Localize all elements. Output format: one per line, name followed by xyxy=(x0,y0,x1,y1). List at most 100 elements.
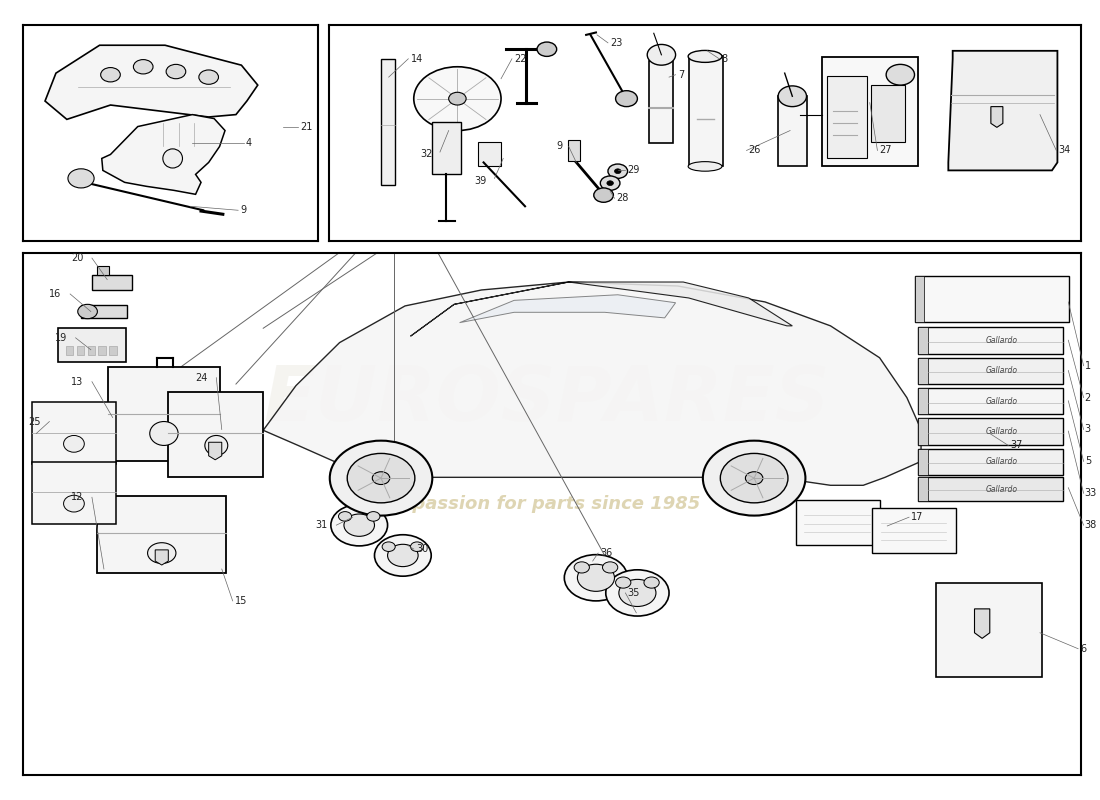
Text: 31: 31 xyxy=(316,520,328,530)
Circle shape xyxy=(339,512,352,521)
Text: 9: 9 xyxy=(240,206,246,215)
Text: 24: 24 xyxy=(195,373,208,382)
Text: 20: 20 xyxy=(70,253,84,263)
Ellipse shape xyxy=(689,50,722,62)
Text: 22: 22 xyxy=(514,54,527,64)
Circle shape xyxy=(607,181,614,186)
Ellipse shape xyxy=(64,435,85,452)
Text: Gallardo: Gallardo xyxy=(986,336,1018,345)
Circle shape xyxy=(778,86,806,106)
Text: 38: 38 xyxy=(1085,520,1097,530)
Bar xyxy=(108,367,220,462)
Bar xyxy=(92,275,132,290)
Bar xyxy=(32,462,116,523)
Bar xyxy=(98,266,109,275)
Circle shape xyxy=(372,472,389,485)
Text: 16: 16 xyxy=(50,289,62,299)
Text: Gallardo: Gallardo xyxy=(986,427,1018,436)
Circle shape xyxy=(603,562,618,573)
Text: 6: 6 xyxy=(1080,644,1087,654)
Bar xyxy=(917,418,927,445)
Circle shape xyxy=(449,92,466,105)
Circle shape xyxy=(616,577,631,588)
Text: 35: 35 xyxy=(628,588,640,598)
Text: 9: 9 xyxy=(556,142,562,151)
Bar xyxy=(778,96,806,166)
Text: Gallardo: Gallardo xyxy=(986,397,1018,406)
Bar xyxy=(432,122,461,174)
Bar xyxy=(872,508,956,553)
Circle shape xyxy=(578,564,615,591)
Bar xyxy=(917,327,927,354)
Text: 34: 34 xyxy=(1058,146,1070,155)
Circle shape xyxy=(647,45,675,65)
Text: 26: 26 xyxy=(749,146,761,155)
Bar xyxy=(32,402,116,464)
Bar xyxy=(917,388,927,414)
Text: 13: 13 xyxy=(72,377,84,386)
Ellipse shape xyxy=(689,162,722,171)
Bar xyxy=(478,142,500,166)
Circle shape xyxy=(331,505,387,546)
Ellipse shape xyxy=(64,495,85,512)
Circle shape xyxy=(348,454,415,503)
Polygon shape xyxy=(948,51,1057,170)
Ellipse shape xyxy=(163,149,183,168)
Polygon shape xyxy=(45,46,257,119)
Polygon shape xyxy=(209,442,222,460)
Bar xyxy=(917,449,927,475)
Bar xyxy=(936,582,1042,677)
Text: 4: 4 xyxy=(245,138,252,148)
Bar xyxy=(914,276,924,322)
Bar xyxy=(66,346,74,354)
Circle shape xyxy=(616,90,637,106)
Bar xyxy=(109,346,117,354)
Polygon shape xyxy=(155,550,168,565)
Bar xyxy=(917,358,927,384)
Bar xyxy=(88,346,96,354)
Circle shape xyxy=(601,176,620,190)
Bar xyxy=(795,500,880,545)
Text: 33: 33 xyxy=(1085,488,1097,498)
Ellipse shape xyxy=(150,422,178,446)
Circle shape xyxy=(615,169,622,174)
Text: 12: 12 xyxy=(70,492,84,502)
Bar xyxy=(917,327,1063,354)
Circle shape xyxy=(410,542,424,551)
Bar xyxy=(58,328,125,362)
Circle shape xyxy=(537,42,557,56)
Circle shape xyxy=(330,441,432,515)
Bar xyxy=(827,76,867,158)
Text: 15: 15 xyxy=(234,596,248,606)
Text: 28: 28 xyxy=(617,194,629,203)
Bar xyxy=(871,85,904,142)
Bar xyxy=(81,305,126,318)
Text: 5: 5 xyxy=(1085,456,1091,466)
Bar xyxy=(568,140,580,161)
Polygon shape xyxy=(410,282,792,336)
Text: 32: 32 xyxy=(420,150,432,159)
Circle shape xyxy=(68,169,95,188)
Circle shape xyxy=(367,512,380,521)
Text: 3: 3 xyxy=(1085,425,1091,434)
Circle shape xyxy=(78,304,98,318)
Bar xyxy=(914,276,1069,322)
Polygon shape xyxy=(991,106,1003,127)
Text: 23: 23 xyxy=(610,38,623,48)
Bar xyxy=(168,392,263,478)
Text: Gallardo: Gallardo xyxy=(986,366,1018,375)
Text: 36: 36 xyxy=(601,548,613,558)
Text: 39: 39 xyxy=(474,176,487,186)
Circle shape xyxy=(564,554,628,601)
Circle shape xyxy=(887,64,914,85)
Text: Gallardo: Gallardo xyxy=(986,458,1018,466)
Circle shape xyxy=(746,472,763,485)
Text: a passion for parts since 1985: a passion for parts since 1985 xyxy=(394,494,700,513)
Ellipse shape xyxy=(205,435,228,455)
Circle shape xyxy=(387,544,418,566)
Circle shape xyxy=(703,441,805,515)
Circle shape xyxy=(414,66,501,130)
Polygon shape xyxy=(460,294,675,322)
Text: 1: 1 xyxy=(1085,361,1091,370)
Circle shape xyxy=(574,562,590,573)
